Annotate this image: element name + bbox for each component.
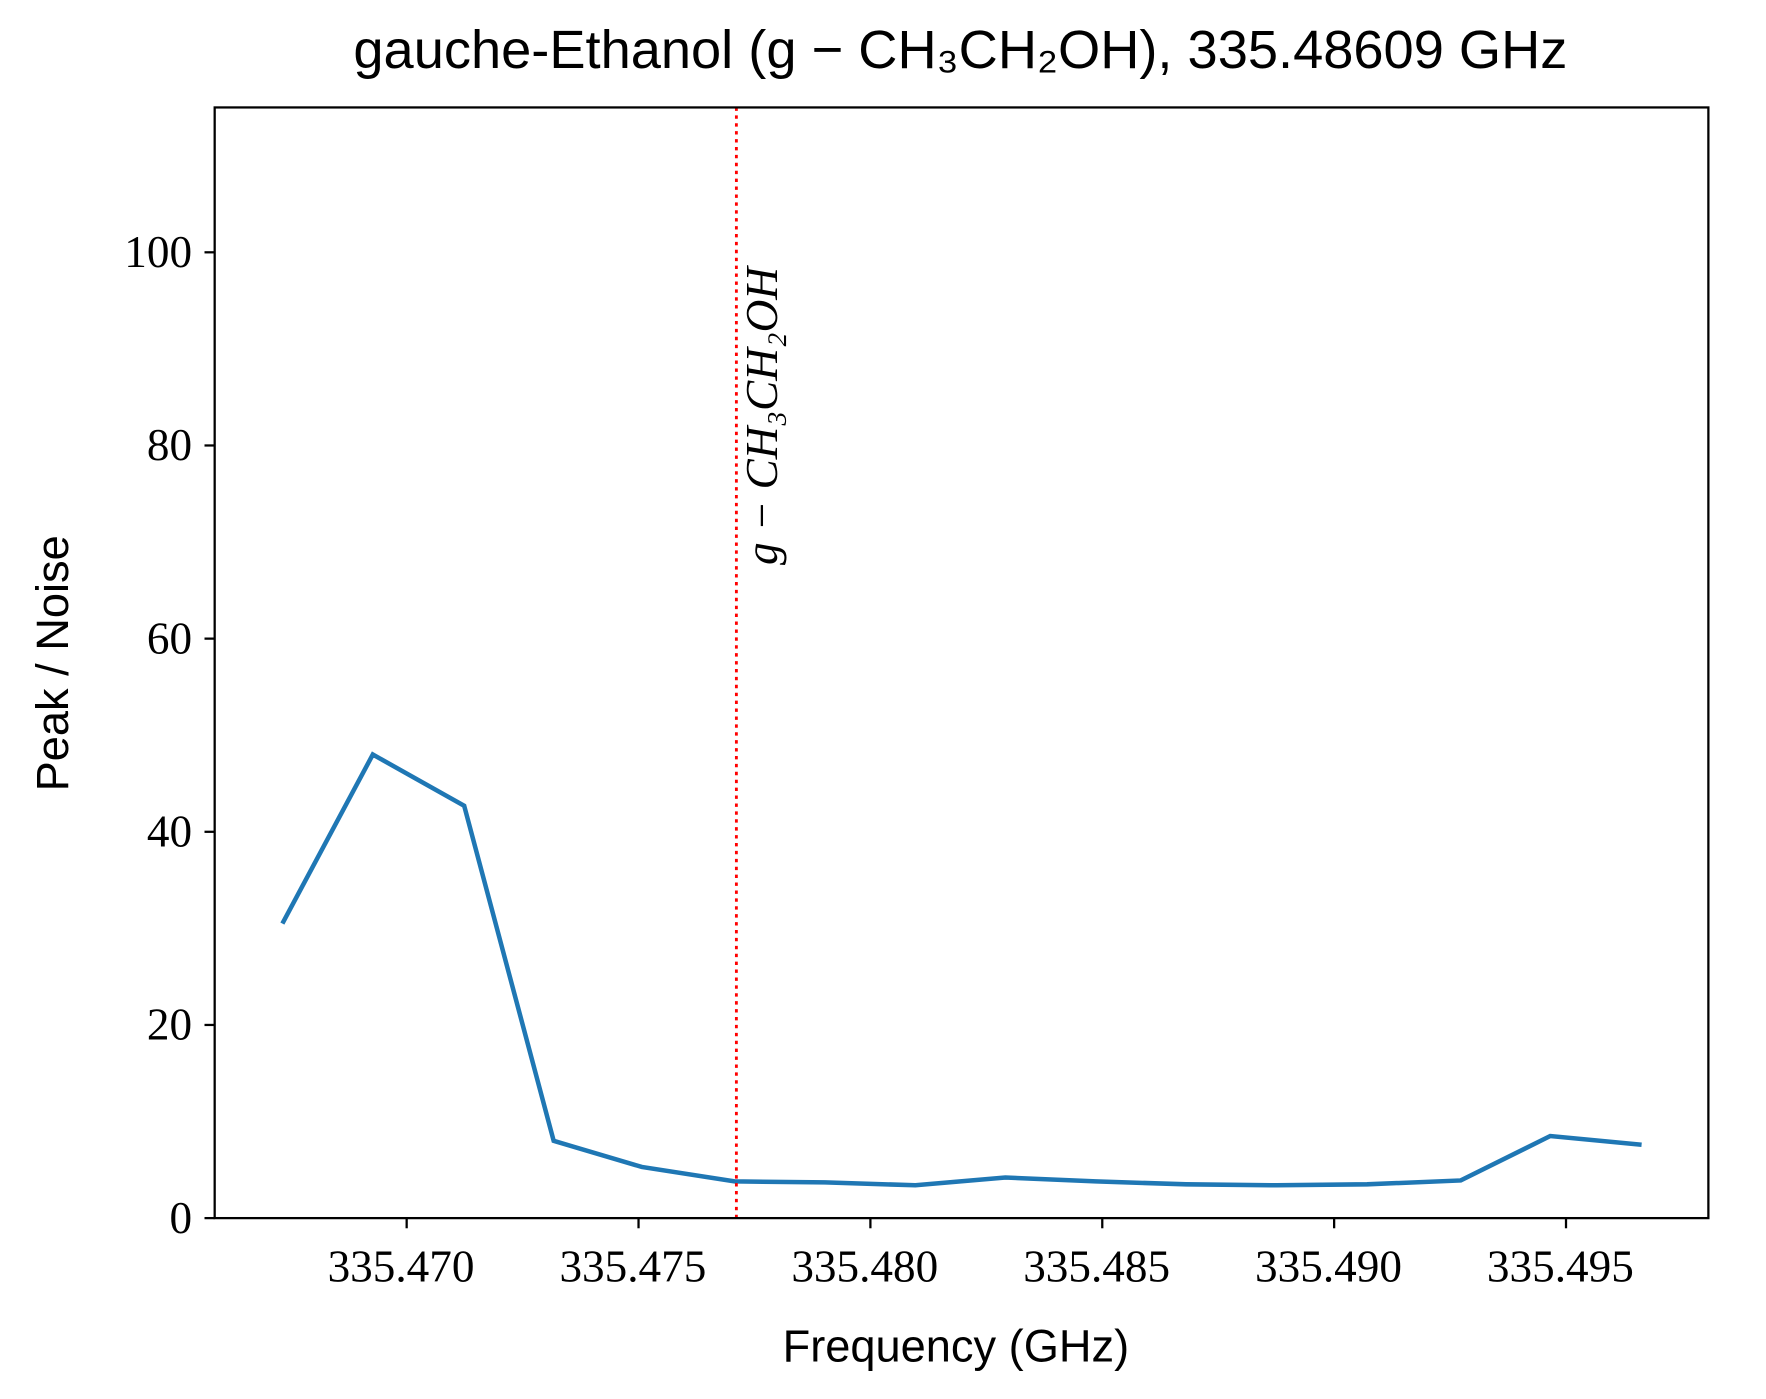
- chart-title: gauche-Ethanol (g − CH₃CH₂OH), 335.48609…: [353, 20, 1567, 80]
- x-tick-label: 335.480: [791, 1241, 938, 1291]
- data-line: [280, 751, 1642, 1188]
- x-axis-label: Frequency (GHz): [783, 1321, 1130, 1372]
- plot-frame: [213, 106, 1710, 1220]
- y-tick-label: 20: [147, 1000, 192, 1050]
- x-tick-label: 335.485: [1023, 1241, 1170, 1291]
- y-tick-label: 0: [169, 1193, 192, 1243]
- x-tick-label: 335.490: [1255, 1241, 1402, 1291]
- y-tick-label: 100: [124, 227, 192, 277]
- y-tick-label: 60: [147, 613, 192, 663]
- y-axis-label: Peak / Noise: [27, 535, 78, 791]
- x-tick-label: 335.475: [559, 1241, 706, 1291]
- x-tick-label: 335.470: [328, 1241, 475, 1291]
- x-tick-label: 335.495: [1487, 1241, 1634, 1291]
- y-tick-label: 80: [147, 420, 192, 470]
- y-tick-label: 40: [147, 806, 192, 856]
- reference-label: g − CH₃CH₂OH: [737, 265, 787, 565]
